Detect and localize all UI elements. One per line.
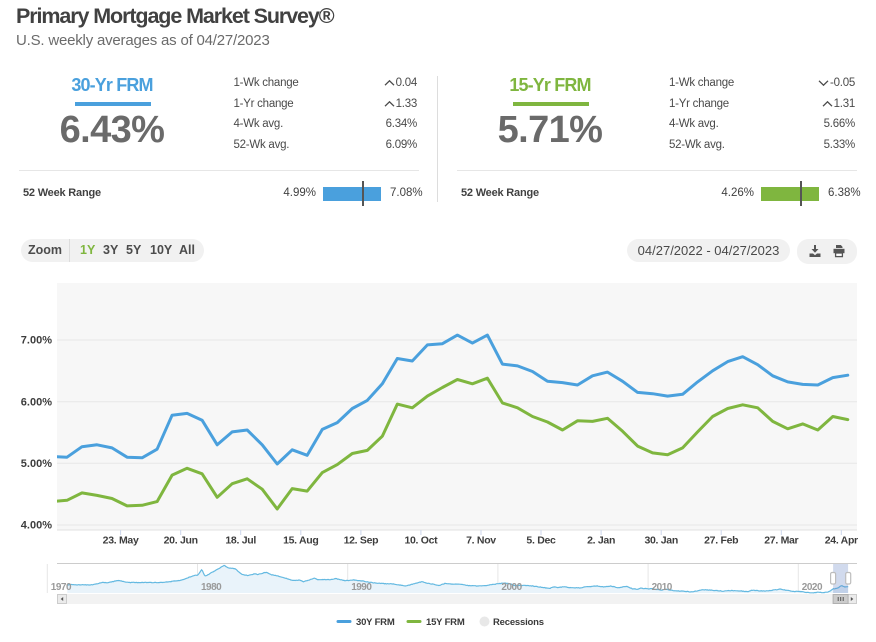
svg-text:6.00%: 6.00% [21, 396, 52, 408]
svg-text:Recessions: Recessions [493, 617, 544, 628]
svg-text:5.00%: 5.00% [21, 458, 52, 470]
svg-text:2020: 2020 [802, 582, 823, 593]
svg-text:27. Feb: 27. Feb [704, 535, 738, 547]
svg-text:2000: 2000 [501, 582, 522, 593]
svg-text:7.00%: 7.00% [21, 335, 52, 347]
svg-text:15Y FRM: 15Y FRM [426, 617, 465, 628]
svg-text:2. Jan: 2. Jan [587, 535, 615, 547]
svg-text:10. Oct: 10. Oct [404, 535, 438, 547]
svg-text:7. Nov: 7. Nov [466, 535, 496, 547]
svg-text:24. Apr: 24. Apr [825, 535, 858, 547]
svg-text:1990: 1990 [351, 582, 372, 593]
svg-text:12. Sep: 12. Sep [344, 535, 379, 547]
svg-text:20. Jun: 20. Jun [164, 535, 198, 547]
svg-text:1970: 1970 [51, 582, 72, 593]
svg-text:4.00%: 4.00% [21, 520, 52, 532]
svg-text:27. Mar: 27. Mar [764, 535, 798, 547]
svg-text:5. Dec: 5. Dec [526, 535, 556, 547]
svg-text:23. May: 23. May [103, 535, 139, 547]
svg-text:18. Jul: 18. Jul [225, 535, 256, 547]
svg-text:1980: 1980 [201, 582, 222, 593]
svg-text:30. Jan: 30. Jan [644, 535, 678, 547]
svg-text:2010: 2010 [652, 582, 673, 593]
svg-text:15. Aug: 15. Aug [283, 535, 318, 547]
svg-text:30Y FRM: 30Y FRM [356, 617, 395, 628]
